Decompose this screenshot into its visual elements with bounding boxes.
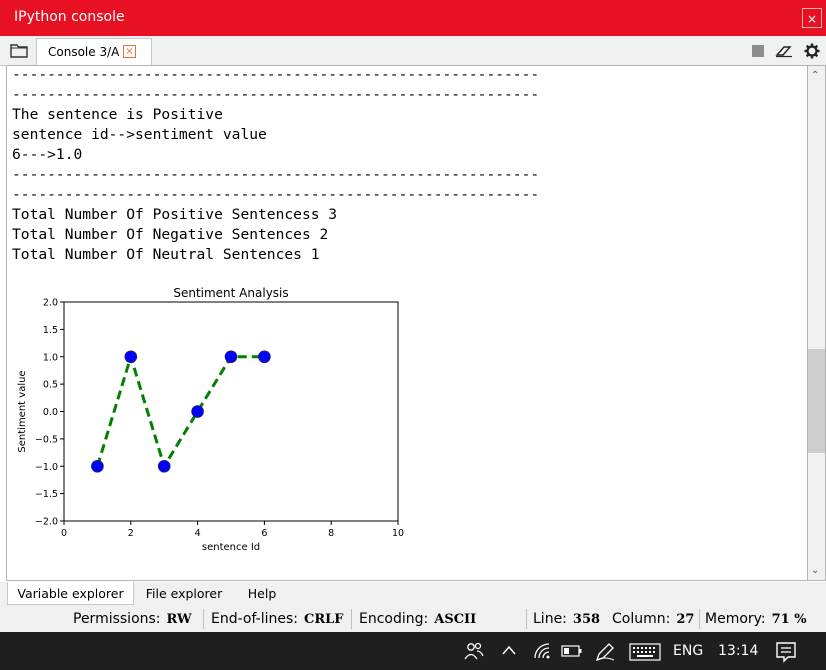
language-indicator[interactable]: ENG <box>673 643 704 659</box>
x-tick-label: 0 <box>61 528 67 539</box>
data-point <box>157 459 171 473</box>
console-line: The sentence is Positive <box>12 106 223 123</box>
scroll-up-icon[interactable]: ⌃ <box>811 70 820 81</box>
x-tick-label: 4 <box>195 528 201 539</box>
tab-file-explorer[interactable]: File explorer <box>145 586 223 601</box>
tab-label: Console 3/A <box>48 45 120 59</box>
console-line: ----------------------------------------… <box>12 186 540 203</box>
bottom-tabbar: Variable explorer File explorer Help <box>0 582 826 606</box>
y-tick-label: −1.0 <box>35 462 58 473</box>
data-point <box>224 350 238 364</box>
data-point <box>91 459 104 473</box>
x-tick-label: 8 <box>328 528 334 539</box>
data-point <box>258 350 271 364</box>
y-tick-label: 0.5 <box>43 380 58 391</box>
chevron-up-icon[interactable] <box>501 644 517 656</box>
data-point <box>191 405 204 418</box>
status-eol: End-of-lines: CRLF <box>211 611 344 627</box>
plot-frame <box>63 301 399 522</box>
console-line: Total Number Of Neutral Sentences 1 <box>12 246 320 263</box>
close-tab-icon[interactable]: × <box>123 45 136 58</box>
status-memory: Memory: 71 % <box>705 611 807 627</box>
tab-variable-explorer[interactable]: Variable explorer <box>7 582 134 605</box>
tab-help[interactable]: Help <box>247 586 277 601</box>
y-tick-label: −0.5 <box>35 434 58 445</box>
console-line: 6--->1.0 <box>12 146 83 163</box>
close-pane-button[interactable]: × <box>802 8 822 28</box>
x-tick-label: 2 <box>128 528 134 539</box>
y-tick-label: −1.5 <box>35 489 58 500</box>
taskbar: ENG 13:14 <box>0 632 826 670</box>
console-line: sentence id-->sentiment value <box>12 126 267 143</box>
console-tabbar: Console 3/A × <box>0 36 826 66</box>
people-icon[interactable] <box>463 642 485 660</box>
status-line: Line: 358 <box>533 611 601 627</box>
y-tick-label: −2.0 <box>35 517 58 528</box>
notification-icon[interactable] <box>775 641 797 663</box>
chart-title: Sentiment Analysis <box>173 286 288 300</box>
data-point <box>124 350 138 364</box>
y-tick-label: 0.0 <box>43 407 58 418</box>
sentiment-chart: 0 2 4 6 8 10 −2.0 −1.5 −1.0 −0.5 0.0 0.5 1.0 1.5 2.0 Se… <box>17 286 404 553</box>
wifi-icon[interactable] <box>533 642 551 660</box>
pen-icon[interactable] <box>594 642 616 662</box>
window-titlebar: IPython console × <box>0 0 826 36</box>
y-tick-label: 1.5 <box>43 325 58 336</box>
tab-console-3a[interactable]: Console 3/A × <box>36 38 152 65</box>
scroll-thumb[interactable] <box>808 349 825 453</box>
battery-icon[interactable] <box>561 645 583 657</box>
console-line: ----------------------------------------… <box>12 66 540 83</box>
status-column: Column: 27 <box>612 611 695 627</box>
y-axis-label: Sentiment value <box>17 370 28 452</box>
status-permissions: Permissions: RW <box>73 611 192 627</box>
y-tick-label: 2.0 <box>43 298 58 309</box>
console-line: ----------------------------------------… <box>12 86 540 103</box>
eraser-icon[interactable] <box>775 44 793 58</box>
y-tick-label: 1.0 <box>43 352 58 363</box>
clock[interactable]: 13:14 <box>718 643 759 659</box>
console-scrollbar[interactable]: ⌃ ⌄ <box>807 65 826 581</box>
scroll-down-icon[interactable]: ⌄ <box>811 565 820 576</box>
status-bar: Permissions: RW End-of-lines: CRLF Encodin… <box>0 606 826 632</box>
console-line: Total Number Of Negative Sentences 2 <box>12 226 329 243</box>
x-tick-label: 6 <box>261 528 267 539</box>
x-axis-label: sentence Id <box>202 542 260 553</box>
console-line: ----------------------------------------… <box>12 166 540 183</box>
browse-folder-icon[interactable] <box>10 42 28 58</box>
stop-icon[interactable] <box>751 44 765 58</box>
status-encoding: Encoding: ASCII <box>359 611 477 627</box>
x-tick-label: 10 <box>392 528 404 539</box>
gear-icon[interactable] <box>804 43 820 59</box>
keyboard-icon[interactable] <box>629 643 661 661</box>
window-title: IPython console <box>14 9 125 25</box>
console-line: Total Number Of Positive Sentencess 3 <box>12 206 338 223</box>
